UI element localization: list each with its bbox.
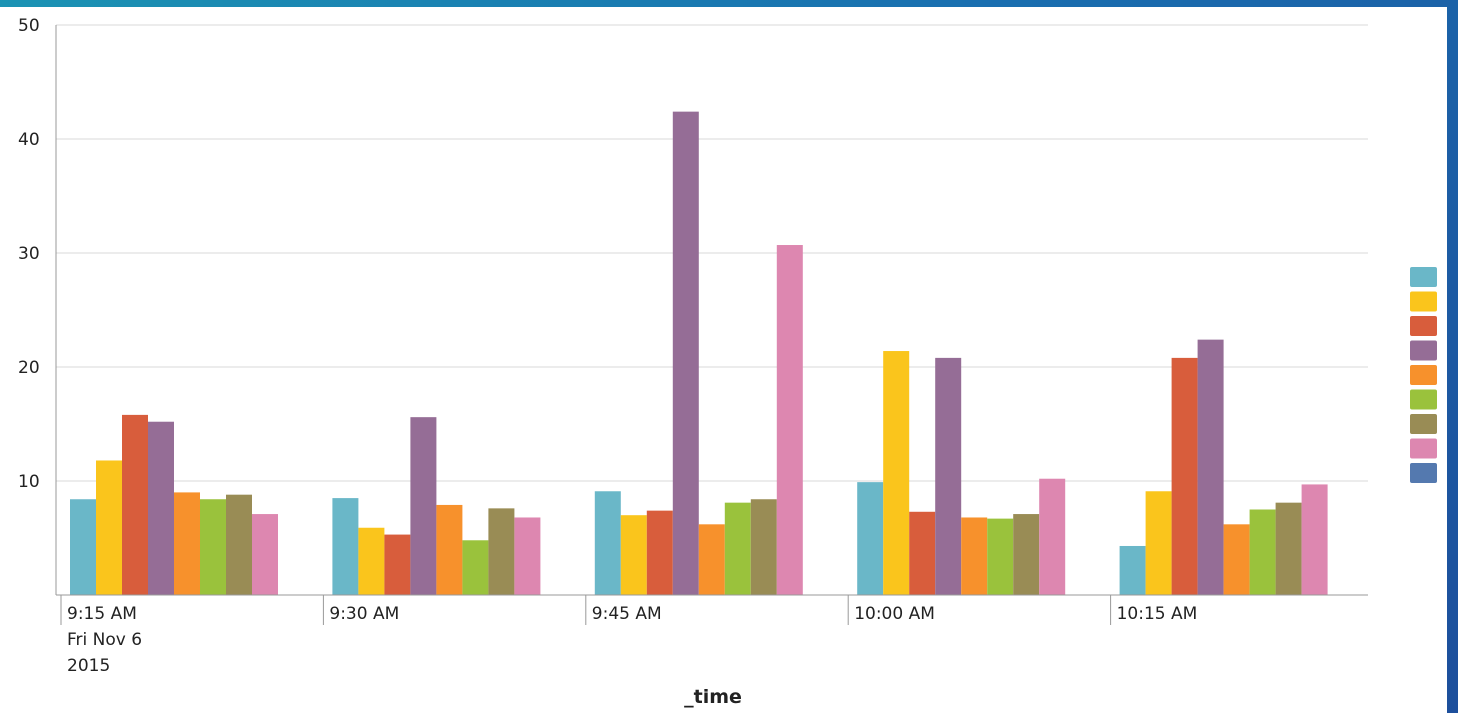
bar[interactable]: [1145, 491, 1172, 595]
bar[interactable]: [1275, 502, 1302, 595]
bar[interactable]: [410, 417, 437, 595]
legend-swatch[interactable]: [1410, 340, 1437, 361]
bar[interactable]: [200, 499, 226, 595]
bar[interactable]: [724, 502, 751, 595]
y-tick-label: 50: [18, 16, 40, 36]
y-tick-label: 30: [18, 244, 40, 264]
bar[interactable]: [935, 357, 962, 595]
bar[interactable]: [1171, 357, 1198, 595]
bar[interactable]: [148, 421, 174, 595]
bar[interactable]: [462, 540, 489, 595]
bar[interactable]: [1197, 339, 1224, 595]
bar[interactable]: [776, 245, 803, 595]
y-tick-label: 10: [18, 472, 40, 492]
bar[interactable]: [384, 534, 411, 595]
bars: [70, 111, 1328, 596]
bar[interactable]: [358, 527, 385, 595]
bar[interactable]: [698, 524, 725, 595]
bar[interactable]: [252, 514, 278, 595]
bar[interactable]: [961, 517, 988, 595]
axes: [55, 25, 1368, 596]
x-tick-label: 9:30 AM: [329, 604, 399, 624]
x-axis-title: _time: [684, 686, 742, 708]
x-tick-date-label: 2015: [67, 656, 110, 676]
legend-swatch[interactable]: [1410, 365, 1437, 385]
bar[interactable]: [750, 499, 777, 595]
bar[interactable]: [1223, 524, 1250, 595]
x-tick-date-label: Fri Nov 6: [67, 630, 142, 650]
legend[interactable]: [1410, 267, 1437, 483]
bar[interactable]: [1119, 545, 1146, 595]
bar[interactable]: [122, 414, 148, 595]
bar[interactable]: [1301, 484, 1328, 595]
y-tick-label: 20: [18, 358, 40, 378]
gridlines: [56, 24, 1368, 482]
bar[interactable]: [436, 504, 463, 595]
x-tick-label: 9:45 AM: [592, 604, 662, 624]
legend-swatch[interactable]: [1410, 389, 1437, 410]
y-tick-labels: 10 20 30 40 50: [18, 16, 40, 492]
bar[interactable]: [96, 460, 122, 595]
bar[interactable]: [672, 111, 699, 595]
x-tick-labels: 9:15 AM Fri Nov 6 2015 9:30 AM 9:45 AM 10:00 …: [60, 595, 1198, 676]
bar[interactable]: [909, 511, 936, 595]
x-tick-label: 9:15 AM: [67, 604, 137, 624]
bar[interactable]: [883, 351, 910, 595]
bar[interactable]: [1039, 478, 1066, 595]
bar[interactable]: [646, 510, 673, 595]
bar[interactable]: [1013, 514, 1040, 595]
bar[interactable]: [857, 482, 884, 595]
bar[interactable]: [226, 494, 252, 595]
legend-swatch[interactable]: [1410, 438, 1437, 459]
legend-swatch[interactable]: [1410, 291, 1437, 312]
x-tick-label: 10:00 AM: [854, 604, 935, 624]
legend-swatch[interactable]: [1410, 267, 1437, 287]
y-tick-label: 40: [18, 130, 40, 150]
legend-swatch[interactable]: [1410, 316, 1437, 336]
chart-panel: 10 20 30 40 50 9:15 AM Fri Nov 6 2015 9:30 AM 9:…: [0, 7, 1447, 713]
bar[interactable]: [594, 491, 621, 595]
bar[interactable]: [174, 492, 200, 595]
x-tick-label: 10:15 AM: [1117, 604, 1198, 624]
legend-swatch[interactable]: [1410, 463, 1437, 483]
bar[interactable]: [514, 517, 541, 595]
bar[interactable]: [70, 499, 96, 595]
bar[interactable]: [987, 518, 1014, 595]
bar[interactable]: [620, 515, 647, 595]
bar[interactable]: [332, 498, 359, 595]
bar[interactable]: [488, 508, 515, 595]
bar[interactable]: [1249, 509, 1276, 596]
legend-swatch[interactable]: [1410, 414, 1437, 434]
